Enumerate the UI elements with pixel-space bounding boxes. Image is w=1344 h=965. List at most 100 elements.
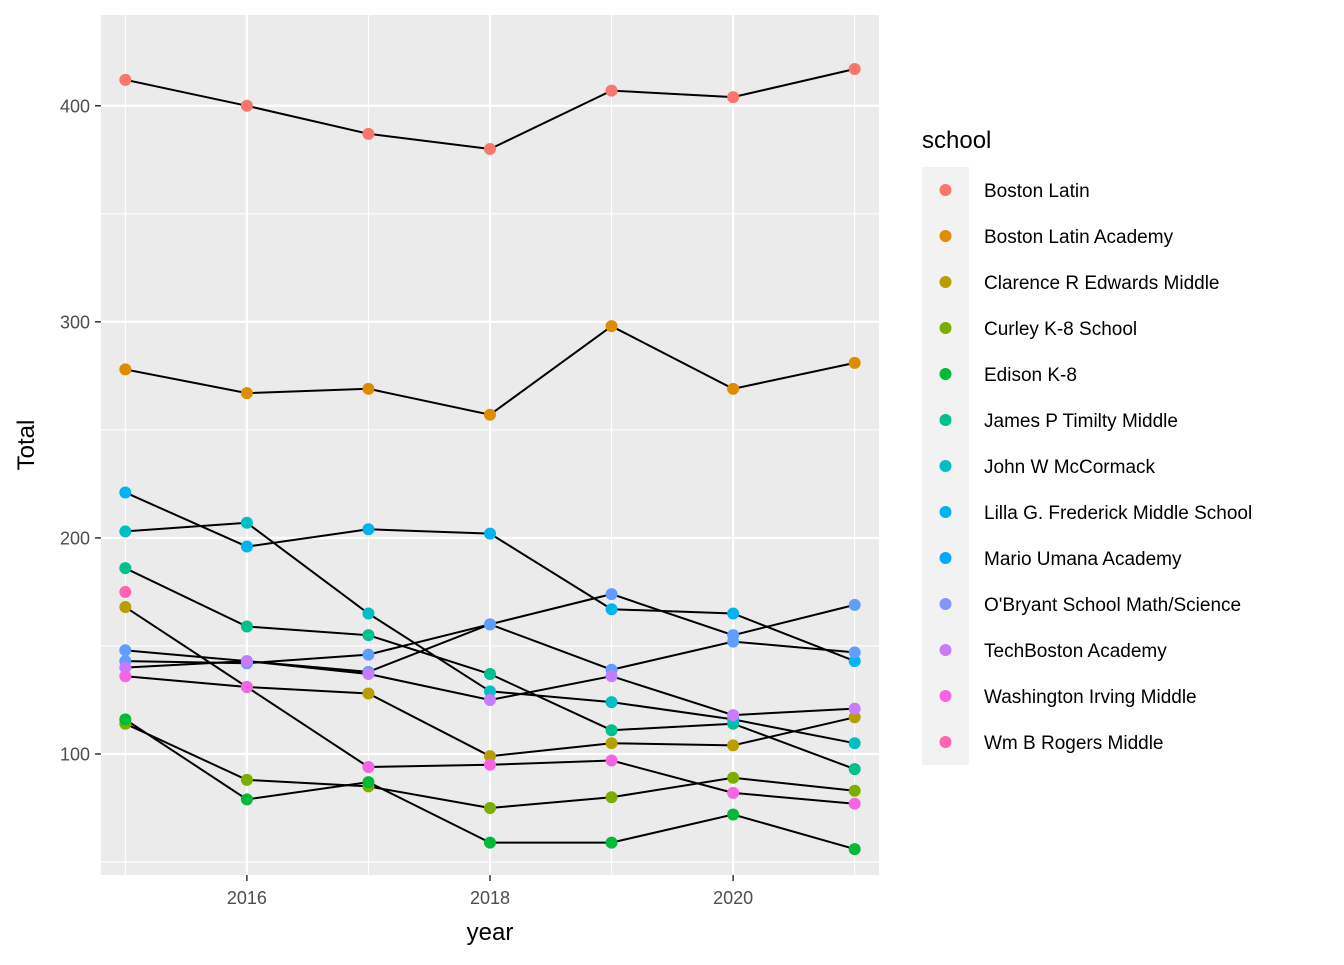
y-tick-label: 200 (60, 528, 90, 548)
data-point (484, 408, 496, 421)
data-point (605, 791, 618, 804)
data-point (119, 363, 132, 376)
data-point (727, 808, 740, 821)
data-point (605, 84, 618, 97)
y-tick-label: 300 (60, 312, 90, 332)
data-point (240, 655, 253, 668)
data-point (362, 382, 375, 395)
legend-label: Clarence R Edwards Middle (984, 273, 1220, 294)
data-point (484, 758, 496, 771)
data-point (484, 750, 496, 763)
data-point (727, 709, 740, 722)
legend-key (939, 322, 952, 334)
data-point (119, 486, 132, 499)
y-axis-title: Total (13, 420, 40, 471)
legend-label: Wm B Rogers Middle (984, 733, 1164, 754)
legend-label: O'Bryant School Math/Science (984, 595, 1241, 616)
data-point (484, 685, 496, 698)
legend-label: Boston Latin Academy (984, 227, 1174, 248)
data-point (605, 670, 618, 683)
data-point (119, 73, 132, 86)
data-point (484, 142, 496, 155)
data-point (362, 607, 375, 620)
legend-key (939, 368, 952, 380)
data-point (119, 661, 132, 674)
data-point (848, 646, 861, 659)
data-point (484, 802, 496, 815)
x-axis-title: year (467, 919, 514, 946)
data-point (848, 843, 861, 856)
data-point (727, 786, 740, 799)
data-point (240, 773, 253, 786)
data-point (119, 670, 132, 683)
legend-key (939, 184, 952, 196)
legend-key (939, 736, 952, 748)
data-point (362, 127, 375, 140)
legend-label: Mario Umana Academy (984, 549, 1182, 570)
data-point (362, 760, 375, 773)
data-point (119, 601, 132, 614)
data-point (605, 737, 618, 750)
data-point (362, 523, 375, 536)
data-point (240, 620, 253, 633)
legend-key (939, 414, 952, 426)
series-points (119, 63, 861, 856)
data-point (605, 754, 618, 767)
data-point (362, 776, 375, 789)
y-tick-label: 100 (60, 744, 90, 764)
data-point (848, 797, 861, 810)
legend-label: Boston Latin (984, 181, 1090, 202)
legend-label: TechBoston Academy (984, 641, 1167, 662)
data-point (240, 793, 253, 806)
data-point (727, 771, 740, 784)
data-point (605, 724, 618, 737)
data-point (119, 713, 132, 726)
legend-key (939, 598, 952, 610)
legend-key (939, 230, 952, 242)
data-point (848, 711, 861, 724)
data-point (119, 562, 132, 575)
data-point (362, 629, 375, 642)
data-point (727, 382, 740, 395)
legend-key (939, 552, 952, 564)
legend-label: James P Timilty Middle (984, 411, 1178, 432)
x-tick-label: 2020 (713, 888, 753, 908)
data-point (119, 525, 132, 538)
legend-key (939, 506, 952, 518)
legend-label: John W McCormack (984, 457, 1156, 478)
data-point (848, 763, 861, 776)
data-point (484, 668, 496, 681)
data-point (119, 585, 132, 598)
data-point (605, 320, 618, 333)
data-point (848, 655, 861, 668)
data-point (605, 696, 618, 709)
data-point (727, 739, 740, 752)
legend-label: Curley K-8 School (984, 319, 1137, 340)
data-point (240, 99, 253, 112)
data-point (119, 644, 132, 657)
x-axis: 2016 2018 2020 (227, 875, 753, 908)
data-point (484, 693, 496, 706)
y-axis: 100 200 300 400 (60, 96, 101, 764)
legend: Boston Latin Boston Latin Academy Clarence… (922, 167, 1252, 765)
legend-label: Edison K-8 (984, 365, 1077, 386)
legend-key (939, 276, 952, 288)
data-point (240, 516, 253, 529)
data-point (362, 668, 375, 681)
data-point (605, 836, 618, 849)
data-point (484, 527, 496, 540)
y-tick-label: 400 (60, 96, 90, 116)
data-point (240, 540, 253, 553)
data-point (727, 607, 740, 620)
data-point (848, 737, 861, 750)
major-gridlines (101, 15, 879, 875)
data-point (484, 836, 496, 849)
legend-key (939, 690, 952, 702)
data-point (362, 648, 375, 661)
x-tick-label: 2018 (470, 888, 510, 908)
data-point (727, 629, 740, 642)
data-point (484, 618, 496, 631)
legend-key (939, 644, 952, 656)
data-point (848, 598, 861, 611)
